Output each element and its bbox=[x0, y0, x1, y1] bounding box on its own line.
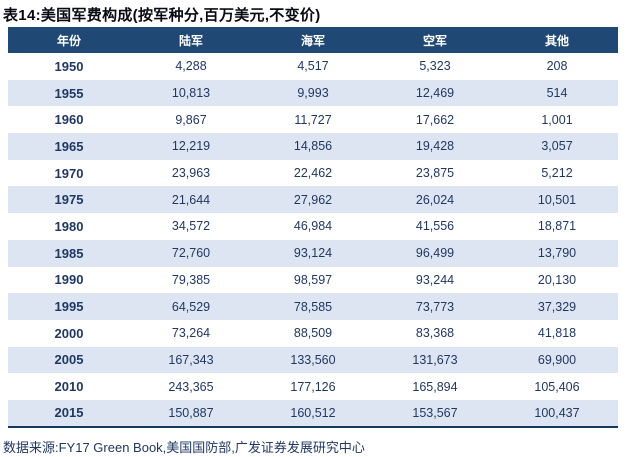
value-cell: 150,887 bbox=[168, 405, 214, 420]
value-cell: 26,024 bbox=[415, 192, 455, 207]
value-cell: 98,597 bbox=[293, 272, 333, 287]
value-cell: 13,790 bbox=[537, 246, 577, 261]
value-cell: 88,509 bbox=[293, 326, 333, 341]
military-spending-table: 年份 陆军 海军 空军 其他 1950 4,288 4,517 5,323 208 1955 10,… bbox=[8, 27, 618, 428]
table-row: 2015 150,887 160,512 153,567 100,437 bbox=[8, 399, 618, 427]
value-cell: 5,212 bbox=[541, 166, 573, 181]
year-cell: 1955 bbox=[54, 85, 84, 101]
value-cell: 10,501 bbox=[537, 192, 577, 207]
year-cell: 2010 bbox=[54, 379, 84, 395]
table-title: 表14:美国军费构成(按军种分,百万美元,不变价) bbox=[3, 7, 321, 24]
value-cell: 72,760 bbox=[171, 246, 211, 261]
value-cell: 18,871 bbox=[537, 219, 577, 234]
table-row: 1950 4,288 4,517 5,323 208 bbox=[8, 53, 618, 80]
value-cell: 83,368 bbox=[415, 326, 455, 341]
value-cell: 131,673 bbox=[412, 352, 458, 367]
value-cell: 514 bbox=[546, 86, 568, 101]
value-cell: 22,462 bbox=[293, 166, 333, 181]
table-row: 1975 21,644 27,962 26,024 10,501 bbox=[8, 186, 618, 214]
value-cell: 79,385 bbox=[171, 272, 211, 287]
year-cell: 1985 bbox=[54, 245, 84, 261]
table-row: 1980 34,572 46,984 41,556 18,871 bbox=[8, 213, 618, 240]
value-cell: 37,329 bbox=[537, 299, 577, 314]
year-cell: 2005 bbox=[54, 352, 84, 368]
value-cell: 4,288 bbox=[175, 59, 207, 74]
value-cell: 41,556 bbox=[415, 219, 455, 234]
value-cell: 160,512 bbox=[290, 405, 336, 420]
value-cell: 64,529 bbox=[171, 299, 211, 314]
table-row: 2005 167,343 133,560 131,673 69,900 bbox=[8, 346, 618, 374]
table-row: 2010 243,365 177,126 165,894 105,406 bbox=[8, 373, 618, 400]
value-cell: 3,057 bbox=[541, 139, 573, 154]
column-header: 陆军 bbox=[178, 33, 203, 48]
table-row: 1970 23,963 22,462 23,875 5,212 bbox=[8, 159, 618, 187]
value-cell: 69,900 bbox=[537, 352, 577, 367]
year-cell: 1960 bbox=[54, 112, 84, 128]
year-cell: 1970 bbox=[54, 165, 84, 181]
year-cell: 2000 bbox=[54, 325, 84, 341]
value-cell: 4,517 bbox=[297, 59, 329, 74]
column-header: 其他 bbox=[544, 33, 569, 48]
data-source-note: 数据来源:FY17 Green Book,美国国防部,广发证券发展研究中心 bbox=[3, 440, 365, 455]
value-cell: 21,644 bbox=[171, 192, 211, 207]
value-cell: 208 bbox=[546, 59, 568, 74]
value-cell: 73,773 bbox=[415, 299, 455, 314]
value-cell: 12,469 bbox=[415, 86, 455, 101]
table-header: 年份 陆军 海军 空军 其他 bbox=[8, 27, 618, 53]
table-row: 1960 9,867 11,727 17,662 1,001 bbox=[8, 106, 618, 134]
value-cell: 100,437 bbox=[534, 405, 580, 420]
year-cell: 1990 bbox=[54, 272, 84, 288]
value-cell: 9,993 bbox=[297, 86, 329, 101]
column-header: 空军 bbox=[422, 33, 447, 48]
table-row: 2000 73,264 88,509 83,368 41,818 bbox=[8, 319, 618, 347]
value-cell: 133,560 bbox=[290, 352, 336, 367]
value-cell: 19,428 bbox=[415, 139, 455, 154]
value-cell: 14,856 bbox=[293, 139, 333, 154]
value-cell: 153,567 bbox=[412, 405, 458, 420]
value-cell: 23,963 bbox=[171, 166, 211, 181]
value-cell: 12,219 bbox=[171, 139, 211, 154]
value-cell: 177,126 bbox=[290, 379, 336, 394]
value-cell: 167,343 bbox=[168, 352, 214, 367]
table-body: 1950 4,288 4,517 5,323 208 1955 10,813 9,993 12,… bbox=[8, 53, 618, 427]
column-header: 海军 bbox=[300, 33, 325, 48]
value-cell: 78,585 bbox=[293, 299, 333, 314]
value-cell: 73,264 bbox=[171, 326, 211, 341]
year-cell: 1980 bbox=[54, 218, 84, 234]
value-cell: 243,365 bbox=[168, 379, 214, 394]
table-row: 1955 10,813 9,993 12,469 514 bbox=[8, 79, 618, 107]
value-cell: 17,662 bbox=[415, 112, 455, 127]
value-cell: 96,499 bbox=[415, 246, 455, 261]
value-cell: 93,124 bbox=[293, 246, 333, 261]
table-row: 1995 64,529 78,585 73,773 37,329 bbox=[8, 293, 618, 320]
value-cell: 41,818 bbox=[537, 326, 577, 341]
year-cell: 1995 bbox=[54, 299, 84, 315]
table-row: 1990 79,385 98,597 93,244 20,130 bbox=[8, 266, 618, 294]
year-cell: 2015 bbox=[54, 405, 84, 421]
value-cell: 105,406 bbox=[534, 379, 580, 394]
value-cell: 20,130 bbox=[537, 272, 577, 287]
value-cell: 1,001 bbox=[541, 112, 573, 127]
value-cell: 34,572 bbox=[171, 219, 211, 234]
value-cell: 9,867 bbox=[175, 112, 207, 127]
year-cell: 1950 bbox=[54, 58, 84, 74]
table-row: 1965 12,219 14,856 19,428 3,057 bbox=[8, 133, 618, 160]
value-cell: 11,727 bbox=[294, 112, 332, 127]
value-cell: 10,813 bbox=[171, 86, 211, 101]
value-cell: 93,244 bbox=[415, 272, 455, 287]
value-cell: 46,984 bbox=[293, 219, 333, 234]
year-cell: 1975 bbox=[54, 192, 84, 208]
table-row: 1985 72,760 93,124 96,499 13,790 bbox=[8, 239, 618, 267]
column-header: 年份 bbox=[56, 33, 81, 48]
value-cell: 5,323 bbox=[419, 59, 451, 74]
value-cell: 27,962 bbox=[293, 192, 333, 207]
year-cell: 1965 bbox=[54, 138, 84, 154]
value-cell: 23,875 bbox=[415, 166, 455, 181]
table-header-row: 年份 陆军 海军 空军 其他 bbox=[8, 27, 618, 53]
value-cell: 165,894 bbox=[412, 379, 458, 394]
